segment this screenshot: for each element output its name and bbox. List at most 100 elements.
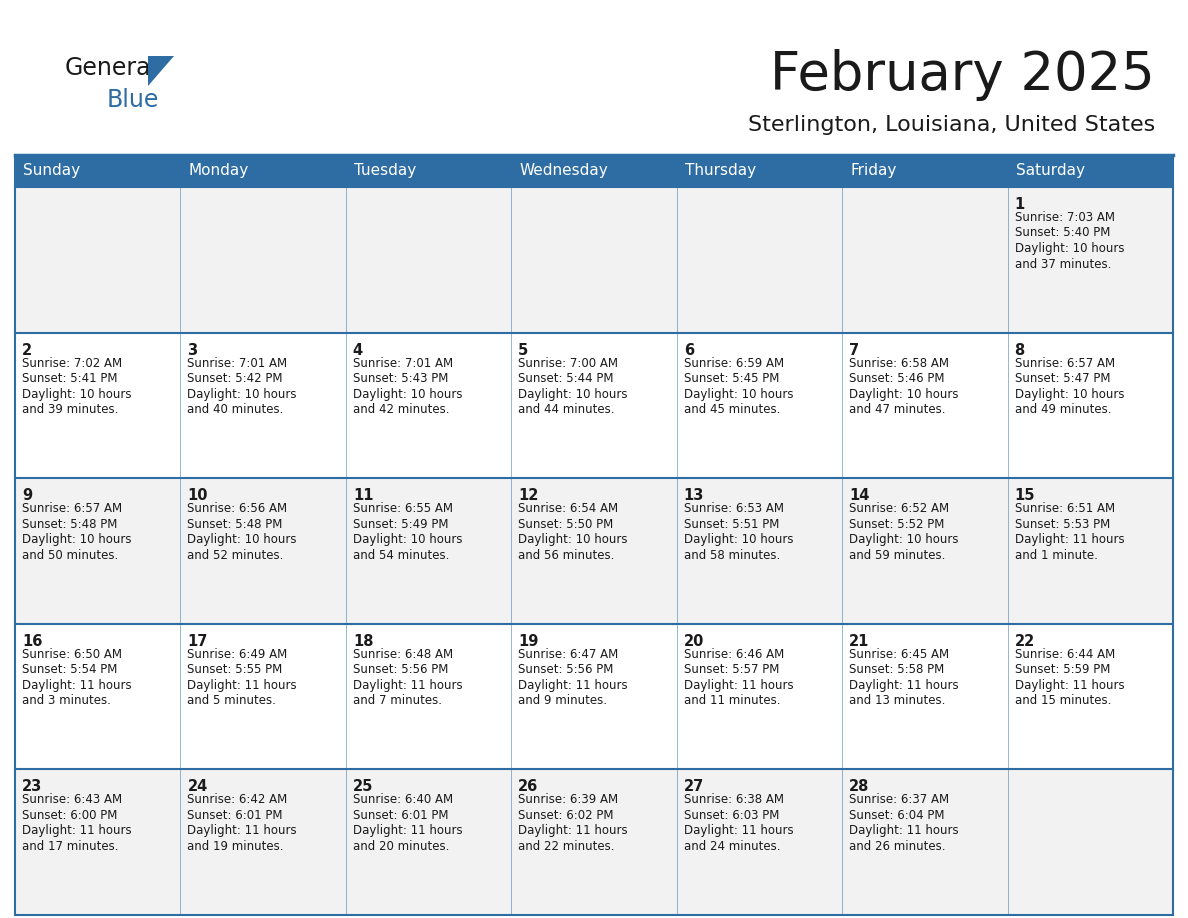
Text: Sunrise: 6:48 AM: Sunrise: 6:48 AM xyxy=(353,648,453,661)
Text: Sunrise: 6:57 AM: Sunrise: 6:57 AM xyxy=(1015,356,1114,370)
Text: Sunrise: 6:43 AM: Sunrise: 6:43 AM xyxy=(23,793,122,806)
Text: Sunset: 5:55 PM: Sunset: 5:55 PM xyxy=(188,664,283,677)
Text: and 47 minutes.: and 47 minutes. xyxy=(849,403,946,416)
Text: and 13 minutes.: and 13 minutes. xyxy=(849,694,946,707)
Text: Sunrise: 6:45 AM: Sunrise: 6:45 AM xyxy=(849,648,949,661)
Text: 2: 2 xyxy=(23,342,32,358)
Text: 4: 4 xyxy=(353,342,364,358)
Text: Daylight: 10 hours: Daylight: 10 hours xyxy=(23,387,132,400)
Text: and 59 minutes.: and 59 minutes. xyxy=(849,549,946,562)
Text: 15: 15 xyxy=(1015,488,1035,503)
Text: and 19 minutes.: and 19 minutes. xyxy=(188,840,284,853)
Text: 3: 3 xyxy=(188,342,197,358)
Text: and 26 minutes.: and 26 minutes. xyxy=(849,840,946,853)
Text: Sunrise: 6:44 AM: Sunrise: 6:44 AM xyxy=(1015,648,1114,661)
Text: 26: 26 xyxy=(518,779,538,794)
Text: Sunset: 5:48 PM: Sunset: 5:48 PM xyxy=(188,518,283,531)
Text: Blue: Blue xyxy=(107,88,159,112)
Text: Sunrise: 6:49 AM: Sunrise: 6:49 AM xyxy=(188,648,287,661)
Text: and 54 minutes.: and 54 minutes. xyxy=(353,549,449,562)
Text: Sunday: Sunday xyxy=(23,163,80,178)
Bar xyxy=(15,769,1173,915)
Text: Daylight: 10 hours: Daylight: 10 hours xyxy=(1015,242,1124,255)
Text: Sunset: 5:47 PM: Sunset: 5:47 PM xyxy=(1015,372,1110,385)
Text: and 9 minutes.: and 9 minutes. xyxy=(518,694,607,707)
Text: Daylight: 10 hours: Daylight: 10 hours xyxy=(518,387,627,400)
Text: Sunset: 6:01 PM: Sunset: 6:01 PM xyxy=(353,809,448,822)
Text: and 37 minutes.: and 37 minutes. xyxy=(1015,258,1111,271)
Text: Sunrise: 6:58 AM: Sunrise: 6:58 AM xyxy=(849,356,949,370)
Text: Sunrise: 6:38 AM: Sunrise: 6:38 AM xyxy=(684,793,784,806)
Text: Sunset: 5:53 PM: Sunset: 5:53 PM xyxy=(1015,518,1110,531)
Text: and 5 minutes.: and 5 minutes. xyxy=(188,694,277,707)
Polygon shape xyxy=(148,56,173,86)
Text: Daylight: 11 hours: Daylight: 11 hours xyxy=(1015,533,1124,546)
Text: Sunset: 6:02 PM: Sunset: 6:02 PM xyxy=(518,809,614,822)
Text: Sterlington, Louisiana, United States: Sterlington, Louisiana, United States xyxy=(747,115,1155,135)
Text: Sunset: 5:49 PM: Sunset: 5:49 PM xyxy=(353,518,448,531)
Text: and 22 minutes.: and 22 minutes. xyxy=(518,840,614,853)
Text: Daylight: 11 hours: Daylight: 11 hours xyxy=(1015,678,1124,692)
Text: Sunset: 5:56 PM: Sunset: 5:56 PM xyxy=(353,664,448,677)
Text: Wednesday: Wednesday xyxy=(519,163,608,178)
Text: Saturday: Saturday xyxy=(1016,163,1085,178)
Text: 10: 10 xyxy=(188,488,208,503)
Text: 24: 24 xyxy=(188,779,208,794)
Text: Daylight: 11 hours: Daylight: 11 hours xyxy=(684,678,794,692)
Text: Daylight: 11 hours: Daylight: 11 hours xyxy=(353,678,462,692)
Text: Sunset: 5:58 PM: Sunset: 5:58 PM xyxy=(849,664,944,677)
Text: Sunset: 5:52 PM: Sunset: 5:52 PM xyxy=(849,518,944,531)
Text: 16: 16 xyxy=(23,633,43,649)
Text: 13: 13 xyxy=(684,488,704,503)
Text: 8: 8 xyxy=(1015,342,1025,358)
Text: Sunrise: 6:57 AM: Sunrise: 6:57 AM xyxy=(23,502,122,515)
Text: Daylight: 11 hours: Daylight: 11 hours xyxy=(188,678,297,692)
Text: Daylight: 11 hours: Daylight: 11 hours xyxy=(353,824,462,837)
Text: Sunset: 5:43 PM: Sunset: 5:43 PM xyxy=(353,372,448,385)
Text: 17: 17 xyxy=(188,633,208,649)
Text: and 49 minutes.: and 49 minutes. xyxy=(1015,403,1111,416)
Text: Sunrise: 6:40 AM: Sunrise: 6:40 AM xyxy=(353,793,453,806)
Text: and 15 minutes.: and 15 minutes. xyxy=(1015,694,1111,707)
Text: Sunset: 5:44 PM: Sunset: 5:44 PM xyxy=(518,372,614,385)
Text: Sunrise: 6:59 AM: Sunrise: 6:59 AM xyxy=(684,356,784,370)
Text: Daylight: 10 hours: Daylight: 10 hours xyxy=(353,533,462,546)
Text: Sunrise: 7:01 AM: Sunrise: 7:01 AM xyxy=(188,356,287,370)
Text: and 17 minutes.: and 17 minutes. xyxy=(23,840,119,853)
Text: Sunrise: 6:46 AM: Sunrise: 6:46 AM xyxy=(684,648,784,661)
Text: 14: 14 xyxy=(849,488,870,503)
Text: 22: 22 xyxy=(1015,633,1035,649)
Text: Sunrise: 6:42 AM: Sunrise: 6:42 AM xyxy=(188,793,287,806)
Text: Sunset: 5:59 PM: Sunset: 5:59 PM xyxy=(1015,664,1110,677)
Text: 25: 25 xyxy=(353,779,373,794)
Text: 28: 28 xyxy=(849,779,870,794)
Text: Sunrise: 6:56 AM: Sunrise: 6:56 AM xyxy=(188,502,287,515)
Text: Sunset: 6:04 PM: Sunset: 6:04 PM xyxy=(849,809,944,822)
Text: and 50 minutes.: and 50 minutes. xyxy=(23,549,119,562)
Bar xyxy=(15,187,1173,332)
Text: Sunrise: 6:50 AM: Sunrise: 6:50 AM xyxy=(23,648,122,661)
Text: Sunrise: 7:03 AM: Sunrise: 7:03 AM xyxy=(1015,211,1114,224)
Text: Monday: Monday xyxy=(189,163,248,178)
Text: Daylight: 10 hours: Daylight: 10 hours xyxy=(684,387,794,400)
Text: Daylight: 10 hours: Daylight: 10 hours xyxy=(849,387,959,400)
Text: Daylight: 10 hours: Daylight: 10 hours xyxy=(518,533,627,546)
Text: 11: 11 xyxy=(353,488,373,503)
Text: Sunrise: 6:55 AM: Sunrise: 6:55 AM xyxy=(353,502,453,515)
Text: Sunset: 5:41 PM: Sunset: 5:41 PM xyxy=(23,372,118,385)
Text: Sunset: 5:56 PM: Sunset: 5:56 PM xyxy=(518,664,614,677)
Text: Daylight: 11 hours: Daylight: 11 hours xyxy=(188,824,297,837)
Text: Daylight: 10 hours: Daylight: 10 hours xyxy=(1015,387,1124,400)
Text: and 42 minutes.: and 42 minutes. xyxy=(353,403,449,416)
Text: Sunrise: 7:02 AM: Sunrise: 7:02 AM xyxy=(23,356,122,370)
Text: and 3 minutes.: and 3 minutes. xyxy=(23,694,110,707)
Bar xyxy=(15,624,1173,769)
Text: Sunset: 5:54 PM: Sunset: 5:54 PM xyxy=(23,664,118,677)
Text: and 39 minutes.: and 39 minutes. xyxy=(23,403,119,416)
Text: Sunrise: 7:01 AM: Sunrise: 7:01 AM xyxy=(353,356,453,370)
Text: and 11 minutes.: and 11 minutes. xyxy=(684,694,781,707)
Text: Daylight: 11 hours: Daylight: 11 hours xyxy=(684,824,794,837)
Text: Daylight: 11 hours: Daylight: 11 hours xyxy=(23,678,132,692)
Text: 20: 20 xyxy=(684,633,704,649)
Text: Sunset: 5:50 PM: Sunset: 5:50 PM xyxy=(518,518,613,531)
